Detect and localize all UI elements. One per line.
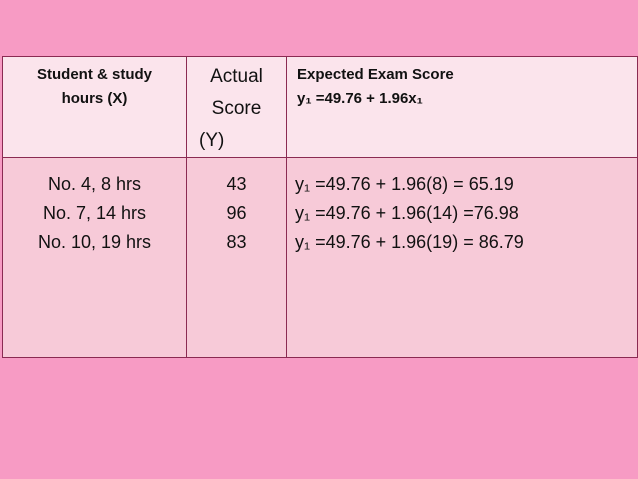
student-hours-value: No. 4, 8 hrs xyxy=(47,174,142,194)
student-hours-value: No. 7, 14 hrs xyxy=(42,203,147,223)
student-hours-cell: No. 4, 8 hrs No. 7, 14 hrs No. 10, 19 hr… xyxy=(2,157,187,358)
actual-score-value: 43 xyxy=(226,174,247,194)
header-student-hours-line: Student & study xyxy=(37,66,152,83)
table-header-row: Student & study hours (X) Actual Score (… xyxy=(2,56,638,158)
actual-score-value: 83 xyxy=(226,232,247,252)
expected-score-value: y₁ =49.76 + 1.96(19) = 86.79 xyxy=(295,232,524,252)
actual-score-value: 96 xyxy=(226,203,247,223)
header-actual-score-line: Actual xyxy=(210,66,263,87)
header-actual-score-line: Score xyxy=(211,98,262,119)
student-hours-value: No. 10, 19 hrs xyxy=(37,232,152,252)
actual-score-cell: 43 96 83 xyxy=(186,157,287,358)
header-student-hours: Student & study hours (X) xyxy=(2,56,187,158)
header-expected-formula: y₁ =49.76 + 1.96x₁ xyxy=(297,90,423,107)
header-expected-score-line: Expected Exam Score xyxy=(297,66,454,83)
regression-table: Student & study hours (X) Actual Score (… xyxy=(2,56,638,358)
header-expected-score: Expected Exam Score y₁ =49.76 + 1.96x₁ xyxy=(286,56,638,158)
header-student-hours-line: hours (X) xyxy=(61,90,128,107)
expected-score-cell: y₁ =49.76 + 1.96(8) = 65.19 y₁ =49.76 + … xyxy=(286,157,638,358)
expected-score-value: y₁ =49.76 + 1.96(8) = 65.19 xyxy=(295,174,514,194)
table-body-row: No. 4, 8 hrs No. 7, 14 hrs No. 10, 19 hr… xyxy=(2,157,638,358)
header-actual-score: Actual Score (Y) xyxy=(186,56,287,158)
expected-score-value: y₁ =49.76 + 1.96(14) =76.98 xyxy=(295,203,519,223)
header-actual-score-line: (Y) xyxy=(199,130,225,151)
